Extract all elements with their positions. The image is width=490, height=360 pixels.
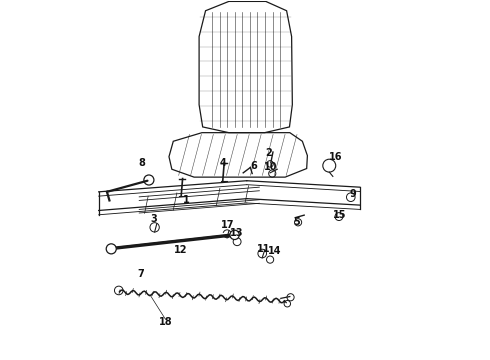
Text: 17: 17 xyxy=(221,220,235,230)
Text: 4: 4 xyxy=(220,158,227,168)
Text: 8: 8 xyxy=(139,158,146,168)
Text: 16: 16 xyxy=(329,152,343,162)
Text: 13: 13 xyxy=(230,228,244,238)
Text: 6: 6 xyxy=(250,161,257,171)
Text: 12: 12 xyxy=(174,245,188,255)
Text: 5: 5 xyxy=(294,217,300,227)
Text: 15: 15 xyxy=(333,210,347,220)
Text: 9: 9 xyxy=(349,189,356,199)
Text: 2: 2 xyxy=(265,148,271,158)
Circle shape xyxy=(230,230,239,239)
Text: 10: 10 xyxy=(265,162,278,172)
Text: 11: 11 xyxy=(257,244,271,254)
Text: 14: 14 xyxy=(268,246,282,256)
Circle shape xyxy=(106,244,116,254)
Text: 7: 7 xyxy=(138,269,145,279)
Text: 1: 1 xyxy=(182,195,189,205)
Text: 3: 3 xyxy=(150,215,157,224)
Text: 18: 18 xyxy=(159,318,172,327)
